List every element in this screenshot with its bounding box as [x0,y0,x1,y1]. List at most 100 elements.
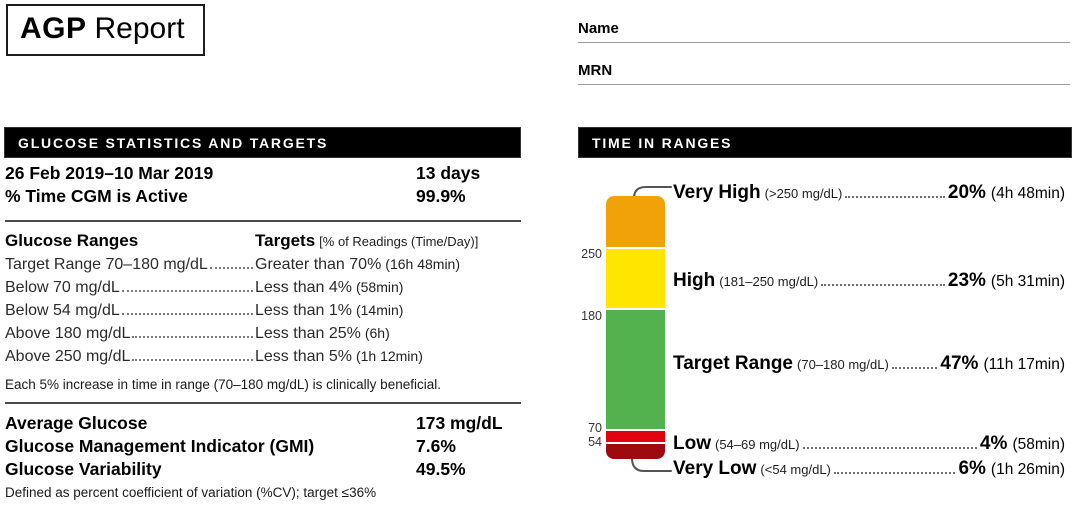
axis-tick-70: 70 [588,421,602,435]
range-label: Above 250 mg/dL [5,348,131,365]
range-name: Very Low [673,458,757,479]
target-time: (16h 48min) [385,256,460,272]
days-value: 13 days [416,163,481,183]
cv-footnote: Defined as percent coefficient of variat… [5,485,377,500]
ranges-col-header: Glucose Ranges [5,231,139,250]
divider [5,220,521,222]
divider [5,402,521,404]
dotted-leader [132,336,253,338]
time-in-ranges-chart: 250 180 70 54 Very High (>250 mg/dL) 20%… [578,160,1072,510]
stacked-glucose-bar [606,196,665,459]
variability-value: 49.5% [416,459,466,479]
legend-row-high: High (181–250 mg/dL) 23% (5h 31min) [673,270,1065,292]
segment-high [606,249,665,308]
dotted-leader [209,267,253,269]
target-value: Less than 1% [255,302,352,319]
mrn-field-label: MRN [578,62,613,79]
range-percent: 20% [947,182,986,203]
cgm-active-label: % Time CGM is Active [5,186,188,206]
target-value: Greater than 70% [255,256,382,273]
range-name: Low [673,433,711,454]
targets-col-note: [% of Readings (Time/Day)] [319,234,479,249]
range-time: (11h 17min) [983,356,1065,373]
cgm-active-value: 99.9% [416,186,466,206]
time-in-ranges-header: TIME IN RANGES [578,127,1072,158]
segment-target-range [606,309,665,430]
segment-very-high [606,196,665,247]
mrn-field[interactable]: MRN [578,62,1070,85]
report-title-bold: AGP [20,12,87,45]
dotted-leader [891,367,938,369]
range-bounds: (54–69 mg/dL) [715,437,800,452]
name-field-label: Name [578,20,619,37]
target-value: Less than 5% [255,348,352,365]
dotted-leader [121,290,253,292]
axis-tick-250: 250 [581,247,602,261]
dotted-leader [821,284,945,286]
target-time: (6h) [364,325,390,341]
range-name: High [673,270,716,291]
date-range: 26 Feb 2019–10 Mar 2019 [5,163,214,183]
dotted-leader [833,472,956,474]
range-name: Target Range [673,353,794,374]
summary-row: Average Glucose 173 mg/dL [5,412,521,435]
gmi-value: 7.6% [416,436,456,456]
target-value: Less than 25% [255,325,361,342]
axis-tick-180: 180 [581,309,602,323]
dotted-leader [845,196,945,198]
table-row: Above 180 mg/dL Less than 25% (6h) [5,322,521,345]
legend-row-low: Low (54–69 mg/dL) 4% (58min) [673,433,1065,455]
legend-row-very-low: Very Low (<54 mg/dL) 6% (1h 26min) [673,458,1065,480]
summary-row: Glucose Variability 49.5% [5,458,521,481]
range-bounds: (70–180 mg/dL) [797,357,889,372]
cgm-active-row: % Time CGM is Active 99.9% [5,185,521,208]
range-label: Below 70 mg/dL [5,279,120,296]
range-time: (4h 48min) [990,185,1065,202]
range-percent: 4% [979,433,1008,454]
target-time: (14min) [355,302,404,318]
variability-label: Glucose Variability [5,459,162,479]
report-title-regular: Report [94,12,185,45]
segment-low [606,431,665,442]
range-name: Very High [673,182,761,203]
summary-block: Average Glucose 173 mg/dL Glucose Manage… [5,412,521,481]
table-row: Above 250 mg/dL Less than 5% (1h 12min) [5,345,521,368]
name-field[interactable]: Name [578,20,1070,43]
table-row: Below 54 mg/dL Less than 1% (14min) [5,299,521,322]
range-bounds: (<54 mg/dL) [760,462,831,477]
targets-col-header: Targets [% of Readings (Time/Day)] [255,231,479,250]
range-time: (1h 26min) [990,461,1065,478]
glucose-statistics-header: GLUCOSE STATISTICS AND TARGETS [4,127,521,158]
range-time: (58min) [1012,436,1065,453]
range-bounds: (181–250 mg/dL) [719,274,819,289]
range-percent: 47% [940,353,979,374]
date-range-row: 26 Feb 2019–10 Mar 2019 13 days [5,162,521,185]
dotted-leader [802,447,977,449]
gmi-label: Glucose Management Indicator (GMI) [5,436,315,456]
range-label: Below 54 mg/dL [5,302,120,319]
range-time: (5h 31min) [990,273,1065,290]
target-time: (1h 12min) [355,348,423,364]
target-value: Less than 4% [255,279,352,296]
dotted-leader [121,313,253,315]
table-row: Target Range 70–180 mg/dL Greater than 7… [5,253,521,276]
range-label: Above 180 mg/dL [5,325,131,342]
report-title-box: AGP Report [6,4,205,56]
table-row: Below 70 mg/dL Less than 4% (58min) [5,276,521,299]
target-time: (58min) [355,279,404,295]
summary-row: Glucose Management Indicator (GMI) 7.6% [5,435,521,458]
segment-very-low [606,443,665,459]
legend-row-very-high: Very High (>250 mg/dL) 20% (4h 48min) [673,182,1065,204]
average-glucose-value: 173 mg/dL [416,413,503,433]
range-percent: 23% [947,270,986,291]
axis-tick-54: 54 [588,435,602,449]
range-bounds: (>250 mg/dL) [764,186,843,201]
clinical-note: Each 5% increase in time in range (70–18… [5,377,441,392]
glucose-statistics-panel: 26 Feb 2019–10 Mar 2019 13 days % Time C… [5,162,521,500]
legend-row-target-range: Target Range (70–180 mg/dL) 47% (11h 17m… [673,353,1065,375]
range-label: Target Range 70–180 mg/dL [5,256,208,273]
ranges-table-header: Glucose Ranges Targets [% of Readings (Ti… [5,229,521,253]
average-glucose-label: Average Glucose [5,413,148,433]
dotted-leader [132,359,253,361]
